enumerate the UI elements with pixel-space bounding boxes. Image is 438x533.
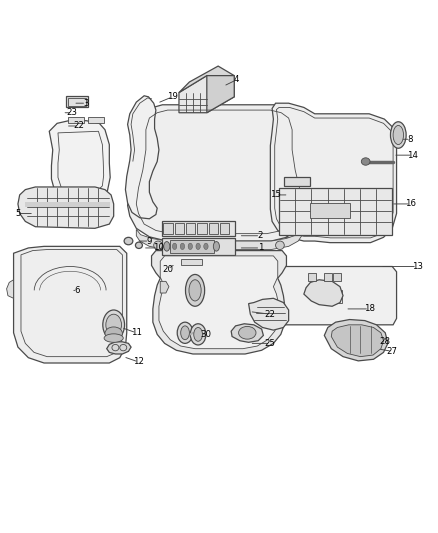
Text: 23: 23 xyxy=(67,108,78,117)
Ellipse shape xyxy=(194,327,202,341)
Text: 13: 13 xyxy=(412,262,423,271)
Text: 28: 28 xyxy=(380,337,391,346)
Text: 25: 25 xyxy=(265,339,276,348)
Ellipse shape xyxy=(177,322,193,343)
Ellipse shape xyxy=(239,326,256,339)
Text: 18: 18 xyxy=(364,304,374,313)
Text: 3: 3 xyxy=(84,99,89,108)
Polygon shape xyxy=(333,273,341,281)
Polygon shape xyxy=(175,223,184,233)
Text: 20: 20 xyxy=(162,265,173,273)
Text: 19: 19 xyxy=(167,92,178,101)
Ellipse shape xyxy=(135,242,142,248)
Polygon shape xyxy=(324,273,332,281)
Polygon shape xyxy=(162,221,235,236)
Ellipse shape xyxy=(276,241,284,249)
Ellipse shape xyxy=(204,243,208,249)
Text: 6: 6 xyxy=(75,286,80,295)
Text: 16: 16 xyxy=(405,199,416,208)
Polygon shape xyxy=(49,120,110,206)
Text: 1: 1 xyxy=(258,244,263,253)
Polygon shape xyxy=(249,298,289,330)
Text: 27: 27 xyxy=(387,347,398,356)
Text: 30: 30 xyxy=(201,330,212,339)
Polygon shape xyxy=(159,256,279,349)
Polygon shape xyxy=(66,96,88,108)
Polygon shape xyxy=(284,177,310,186)
Text: 15: 15 xyxy=(270,190,281,199)
Polygon shape xyxy=(127,105,310,241)
Text: 10: 10 xyxy=(152,244,163,253)
Polygon shape xyxy=(331,325,384,357)
Ellipse shape xyxy=(173,243,177,249)
Ellipse shape xyxy=(361,158,370,165)
Polygon shape xyxy=(207,76,234,113)
Polygon shape xyxy=(14,246,127,363)
Text: 12: 12 xyxy=(133,358,144,367)
Text: 11: 11 xyxy=(131,328,142,337)
Polygon shape xyxy=(88,117,104,123)
Polygon shape xyxy=(324,319,388,361)
Polygon shape xyxy=(311,203,350,217)
Text: 22: 22 xyxy=(265,310,276,319)
Polygon shape xyxy=(186,223,195,233)
Ellipse shape xyxy=(180,243,185,249)
Ellipse shape xyxy=(124,237,133,245)
Text: 22: 22 xyxy=(73,122,85,131)
Ellipse shape xyxy=(391,122,406,148)
Ellipse shape xyxy=(103,310,124,340)
Text: 5: 5 xyxy=(15,209,21,218)
Text: 2: 2 xyxy=(258,231,263,240)
Polygon shape xyxy=(197,223,207,233)
Polygon shape xyxy=(125,96,159,219)
Polygon shape xyxy=(67,117,84,123)
Polygon shape xyxy=(231,324,263,342)
Ellipse shape xyxy=(190,324,206,345)
Polygon shape xyxy=(136,229,302,249)
Polygon shape xyxy=(308,273,316,281)
Polygon shape xyxy=(163,223,173,233)
Ellipse shape xyxy=(105,327,122,340)
Polygon shape xyxy=(152,251,286,354)
Ellipse shape xyxy=(188,243,192,249)
Polygon shape xyxy=(160,281,169,293)
Polygon shape xyxy=(179,66,234,93)
Polygon shape xyxy=(181,259,201,265)
Ellipse shape xyxy=(189,280,201,301)
Ellipse shape xyxy=(213,241,219,251)
Ellipse shape xyxy=(106,314,121,335)
Ellipse shape xyxy=(181,326,189,340)
Polygon shape xyxy=(25,202,110,207)
Polygon shape xyxy=(176,255,201,260)
Polygon shape xyxy=(162,238,235,255)
Polygon shape xyxy=(7,280,14,298)
Polygon shape xyxy=(270,103,396,243)
Polygon shape xyxy=(179,76,234,113)
Ellipse shape xyxy=(185,274,205,306)
Polygon shape xyxy=(304,280,343,306)
Polygon shape xyxy=(170,240,214,253)
Polygon shape xyxy=(107,342,131,354)
Ellipse shape xyxy=(164,241,170,251)
Ellipse shape xyxy=(215,241,223,249)
Ellipse shape xyxy=(104,334,123,342)
Text: 9: 9 xyxy=(147,237,152,246)
Polygon shape xyxy=(220,223,230,233)
Polygon shape xyxy=(18,187,114,228)
Text: 4: 4 xyxy=(233,75,239,84)
Ellipse shape xyxy=(393,125,403,144)
Ellipse shape xyxy=(154,241,162,249)
Ellipse shape xyxy=(196,243,200,249)
Text: 8: 8 xyxy=(408,135,413,144)
Polygon shape xyxy=(208,223,218,233)
Text: 14: 14 xyxy=(407,151,418,160)
Polygon shape xyxy=(275,266,396,325)
Polygon shape xyxy=(279,188,392,235)
